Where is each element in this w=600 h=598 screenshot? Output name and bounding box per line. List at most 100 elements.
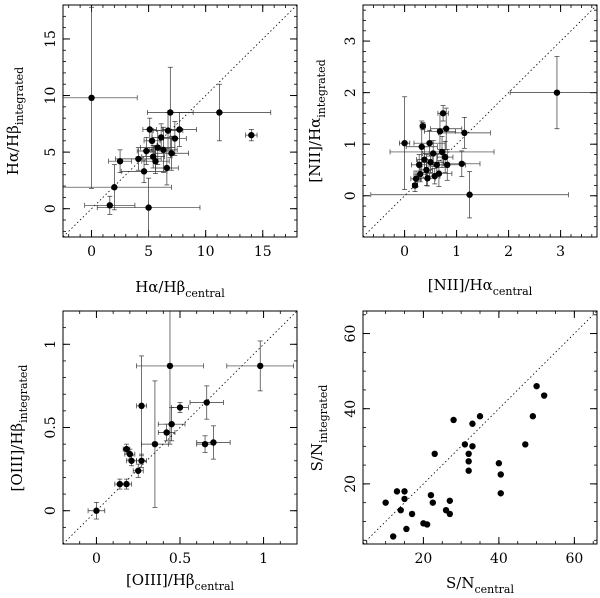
identity-line <box>362 4 598 238</box>
data-point <box>465 467 472 474</box>
data-point <box>446 497 454 504</box>
data-point <box>403 525 410 533</box>
data-point <box>458 160 465 167</box>
y-tick-label: 15 <box>43 30 59 48</box>
data-point <box>166 362 174 370</box>
data-point <box>446 510 454 518</box>
data-point <box>412 175 420 182</box>
data-point <box>439 110 447 117</box>
y-axis-label: [NII]/Hαintegrated <box>306 59 328 182</box>
x-tick-label: 1 <box>259 551 268 567</box>
data-point <box>444 161 451 169</box>
data-point <box>171 135 179 142</box>
panel-halpha-hbeta: 0 5 10 15 0 5 10 15 Hα/Hβcentral Hα/Hβintegrate… <box>4 4 298 300</box>
data-point <box>418 143 425 150</box>
data-point <box>469 420 476 427</box>
data-point <box>168 420 175 428</box>
data-point <box>146 126 153 133</box>
data-point <box>431 450 438 458</box>
data-point <box>145 204 152 211</box>
data-point <box>176 126 183 133</box>
y-axis-label: [OIII]/Hβintegrated <box>8 365 30 492</box>
panel-oiii-hbeta: 0 0.5 1 0 0.5 1 [OIII]/Hβcentral [OIII]/Hβint… <box>8 310 298 593</box>
data-point <box>423 166 430 174</box>
data-point <box>257 362 264 370</box>
panel-signal-to-noise: 20 40 60 20 40 60 S/Ncentral S/Nintegrated <box>308 310 598 596</box>
data-point <box>154 144 161 151</box>
data-point <box>88 94 95 102</box>
error-bars <box>87 311 295 520</box>
data-point <box>116 157 124 165</box>
axis-ticks: 0 0.5 1 0 0.5 1 <box>43 310 298 567</box>
data-point <box>135 155 142 163</box>
data-point <box>438 148 446 156</box>
y-tick-label: 60 <box>343 325 359 343</box>
x-tick-label: 0 <box>400 244 409 260</box>
data-point <box>148 137 156 145</box>
data-point <box>411 182 419 189</box>
x-axis-label: [NII]/Hαcentral <box>428 276 533 298</box>
y-tick-label: 40 <box>343 400 359 418</box>
data-point <box>152 157 159 165</box>
data-point <box>450 416 457 424</box>
x-tick-label: 2 <box>504 244 513 260</box>
data-point <box>461 441 469 448</box>
data-point <box>435 170 443 177</box>
x-tick-label: 0 <box>87 244 96 260</box>
data-point <box>401 495 408 503</box>
data-point <box>522 441 529 448</box>
data-point <box>421 156 428 163</box>
y-tick-label: 1 <box>43 340 59 349</box>
y-axis-label: S/Nintegrated <box>308 385 330 472</box>
data-point <box>430 150 437 157</box>
data-point <box>203 399 210 406</box>
data-point <box>441 153 449 161</box>
data-point <box>401 488 408 495</box>
data-point <box>151 440 159 448</box>
data-point <box>465 450 472 458</box>
data-point <box>553 89 561 96</box>
data-point <box>111 184 118 191</box>
data-point <box>140 168 148 175</box>
y-tick-label: 3 <box>343 37 359 46</box>
y-axis-label: Hα/Hβintegrated <box>4 67 26 175</box>
data-point <box>123 480 130 488</box>
error-bars <box>370 56 597 219</box>
identity-line <box>62 4 298 238</box>
data-point <box>163 164 171 172</box>
plot-frame <box>362 4 598 238</box>
data-point <box>497 490 504 497</box>
data-point <box>138 457 145 464</box>
data-point <box>168 150 175 157</box>
identity-line <box>362 310 598 545</box>
data-point <box>469 443 476 450</box>
x-tick-label: 15 <box>254 244 272 260</box>
x-tick-label: 60 <box>565 551 583 567</box>
data-point <box>540 392 548 399</box>
data-point <box>216 109 223 116</box>
x-tick-label: 20 <box>414 551 432 567</box>
y-tick-label: 0 <box>43 506 59 515</box>
data-point <box>466 191 473 198</box>
data-point <box>529 413 537 420</box>
axis-ticks: 0 1 2 3 0 1 2 3 <box>343 5 597 260</box>
y-tick-label: 0 <box>343 191 359 200</box>
data-point <box>93 507 100 514</box>
x-tick-label: 3 <box>556 244 565 260</box>
data-point <box>443 125 450 132</box>
x-tick-label: 0.5 <box>169 551 191 567</box>
data-point <box>426 139 433 147</box>
data-point <box>123 445 130 453</box>
data-point <box>397 506 404 514</box>
data-point <box>210 439 217 446</box>
data-point <box>163 429 170 436</box>
data-point <box>138 402 145 410</box>
data-point <box>424 175 431 182</box>
y-tick-label: 1 <box>343 140 359 149</box>
data-point <box>429 499 437 506</box>
y-tick-label: 0.5 <box>43 416 59 438</box>
data-point <box>201 440 209 448</box>
plot-frame <box>62 4 298 238</box>
data-point <box>427 491 435 499</box>
